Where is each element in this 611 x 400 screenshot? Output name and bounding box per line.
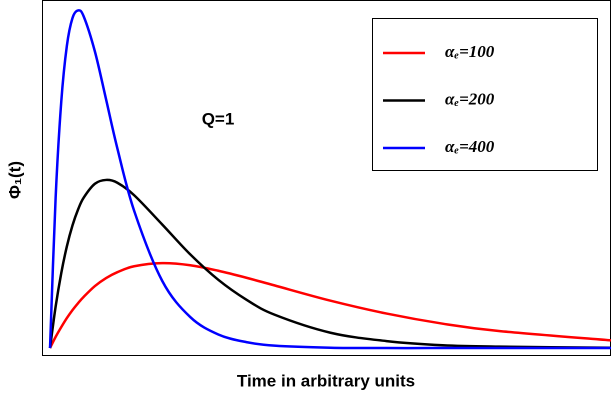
series-line [48, 261, 611, 349]
x-axis-label: Time in arbitrary units [237, 371, 415, 390]
annotation: Q=1 [202, 109, 235, 128]
legend-label: αₑ=200 [445, 89, 495, 108]
series-line [48, 178, 611, 349]
y-axis-label: Φ₁(t) [5, 161, 24, 199]
legend-label: αₑ=400 [445, 137, 495, 156]
series-line [48, 9, 611, 350]
legend-label: αₑ=100 [445, 42, 495, 61]
legend-box [372, 18, 598, 171]
